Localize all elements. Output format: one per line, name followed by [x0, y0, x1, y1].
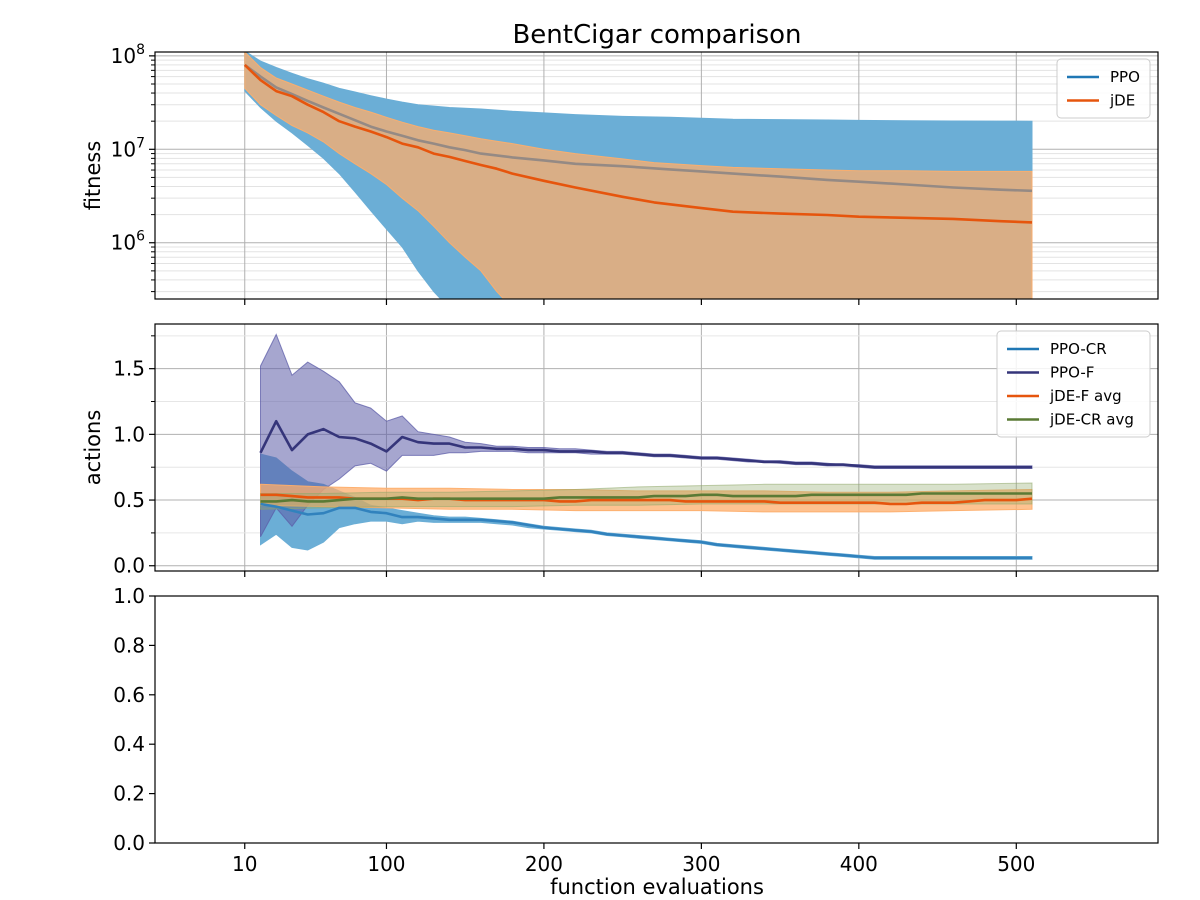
bot-x-tick-label: 10: [232, 852, 257, 876]
mid-y-tick-label: 1.0: [113, 422, 145, 446]
legend-label-ppo: PPO: [1110, 68, 1140, 86]
jde-fitness-band: [244, 52, 1033, 299]
bot-axes-border: [154, 595, 1159, 844]
bot-x-tick-label: 500: [997, 852, 1035, 876]
bot-y-tick-label: 0.6: [113, 683, 145, 707]
bot-y-tick-label: 1.0: [113, 584, 145, 608]
bot-y-tick-label: 0.4: [113, 732, 145, 756]
mid-y-tick-label: 1.5: [113, 357, 145, 381]
top-y-tick-label: 106: [111, 229, 145, 255]
top-y-tick-label: 107: [111, 135, 145, 161]
bot-y-tick-label: 0.8: [113, 633, 145, 657]
legend-label-jde: jDE: [1109, 92, 1135, 110]
bot-x-tick-label: 400: [840, 852, 878, 876]
mid-legend: PPO-CR PPO-F jDE-F avg jDE-CR avg: [996, 330, 1151, 438]
mid-y-tick-label: 0.5: [113, 488, 145, 512]
actions-panel: 0.0 0.5 1.0 1.5 actions PPO-CR PPO-F jDE-F avg j…: [81, 323, 1159, 578]
top-y-axis-label: fitness: [81, 141, 105, 211]
mid-axes-border: [154, 323, 1159, 572]
bot-x-tick-label: 300: [682, 852, 720, 876]
legend-label-jde-f-avg: jDE-F avg: [1049, 387, 1122, 405]
ppo-fitness-line: [244, 63, 1033, 193]
ppo-cr-line: [260, 502, 1032, 560]
top-legend: PPO jDE: [1056, 58, 1151, 119]
legend-label-jde-cr-avg: jDE-CR avg: [1049, 411, 1134, 429]
mid-legend-box: [996, 330, 1151, 438]
mid-y-tick-label: 0.0: [113, 554, 145, 578]
jde-cr-avg-line: [260, 492, 1032, 503]
bot-y-tick-label: 0.0: [113, 831, 145, 855]
bot-x-tick-label: 100: [367, 852, 405, 876]
mid-y-axis-label: actions: [81, 410, 105, 486]
jde-fitness-line: [243, 63, 1033, 224]
bot-y-tick-label: 0.2: [113, 782, 145, 806]
top-axes-border: [154, 51, 1159, 300]
top-y-tick-label: 108: [111, 42, 145, 68]
jde-f-avg-band: [260, 483, 1033, 513]
figure-title: BentCigar comparison: [512, 20, 801, 50]
ppo-f-line: [259, 419, 1032, 469]
top-legend-box: [1056, 58, 1151, 119]
bot-x-tick-label: 200: [525, 852, 563, 876]
legend-label-ppo-cr: PPO-CR: [1050, 340, 1107, 358]
fitness-panel: 106 107 108 fitness PPO jDE: [81, 42, 1159, 305]
x-axis-label: function evaluations: [550, 875, 764, 899]
empty-panel: 10 100 200 300 400 500 0.0 0.2 0.4 0.6 0.8 1.0: [113, 584, 1159, 876]
legend-label-ppo-f: PPO-F: [1050, 364, 1094, 382]
